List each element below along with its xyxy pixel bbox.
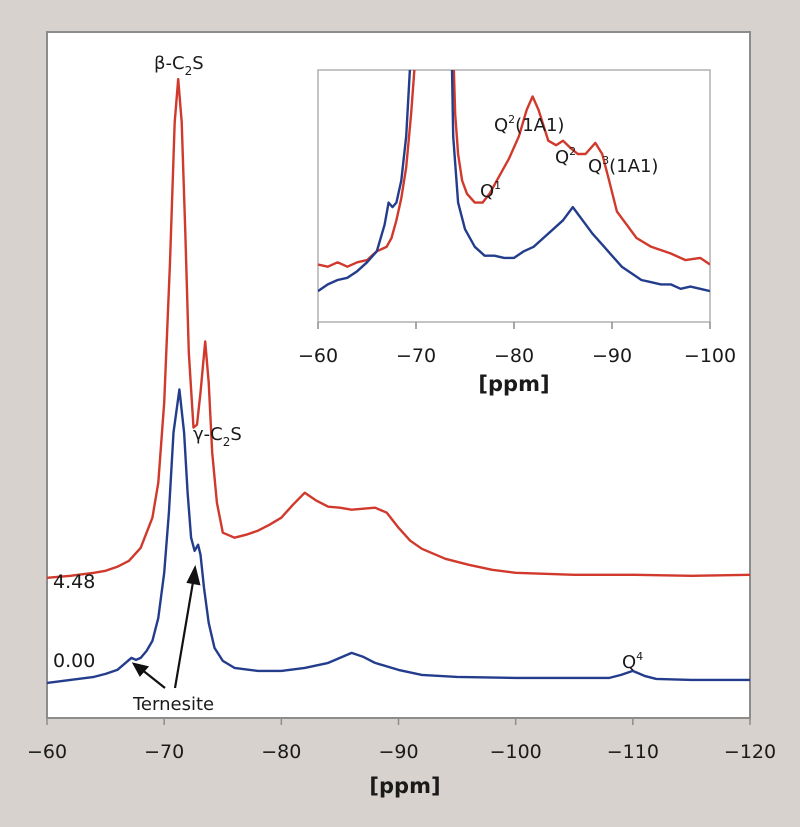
main-x-tick-label: −100 [490, 741, 542, 763]
arrowhead-right [186, 564, 201, 586]
main-x-tick-label: −80 [261, 741, 301, 763]
inset-plot-area [317, 69, 711, 323]
main-series-group [47, 77, 750, 685]
arrow-line-right [173, 581, 195, 689]
inset-x-tick-label: −80 [494, 345, 534, 367]
main-x-axis: −60 −70 −80 −90 −100 −110 −120 [27, 718, 776, 763]
main-x-tick-label: −120 [724, 741, 776, 763]
annotation-q2-1a1-sup: 2 [508, 113, 515, 126]
annotation-gamma-c2s-sub: 2 [223, 435, 231, 449]
main-x-tick-label: −60 [27, 741, 67, 763]
inset-x-axis-title: [ppm] [478, 372, 549, 396]
inset-x-tick-label: −100 [684, 345, 736, 367]
annotation-q3-1a1-text: Q [588, 156, 602, 177]
annotation-gamma-c2s: γ-C2S [193, 424, 242, 449]
annotation-q2-1a1: Q2(1A1) [494, 113, 564, 136]
main-series-4-48 [47, 77, 750, 579]
annotation-q2-1a1-text: Q [494, 115, 508, 136]
inset-series-0-00 [318, 70, 710, 293]
arrow-line-left [140, 668, 166, 689]
ternesite-arrows [131, 564, 201, 689]
annotation-q3-1a1-tail: (1A1) [609, 156, 658, 177]
annotation-q2: Q2 [555, 145, 576, 168]
annotation-q4-sup: 4 [636, 650, 643, 663]
main-series-0-00 [47, 388, 750, 685]
inset-x-tick-label: −70 [396, 345, 436, 367]
annotation-q1-sup: 1 [494, 179, 501, 192]
inset-x-tick-label: −90 [592, 345, 632, 367]
annotation-q2-text: Q [555, 147, 569, 168]
main-x-tick-label: −110 [607, 741, 659, 763]
annotation-gamma-c2s-text: γ-C [193, 424, 223, 445]
annotation-q2-sup: 2 [569, 145, 576, 158]
annotation-q1-text: Q [480, 181, 494, 202]
annotation-beta-c2s-sub: 2 [185, 64, 193, 78]
annotation-q3-1a1-sup: 3 [602, 154, 609, 167]
annotation-q4: Q4 [622, 650, 643, 673]
annotation-beta-c2s-text: β-C [154, 53, 185, 74]
annotation-q2-1a1-tail: (1A1) [515, 115, 564, 136]
series-label-0-00: 0.00 [53, 650, 95, 672]
inset-x-axis: −60 −70 −80 −90 −100 [298, 322, 736, 367]
main-x-tick-label: −90 [378, 741, 418, 763]
series-label-4-48: 4.48 [53, 571, 95, 593]
main-x-axis-title: [ppm] [369, 774, 440, 798]
inset-x-tick-label: −60 [298, 345, 338, 367]
annotation-beta-c2s-tail: S [192, 53, 203, 74]
annotation-q1: Q1 [480, 179, 501, 202]
arrowhead-left [131, 662, 150, 677]
inset-series-group [318, 70, 710, 293]
annotation-gamma-c2s-tail: S [230, 424, 241, 445]
inset-series-4-48 [318, 70, 710, 268]
main-x-tick-label: −70 [144, 741, 184, 763]
annotation-q4-text: Q [622, 652, 636, 673]
annotation-beta-c2s: β-C2S [154, 53, 204, 78]
annotation-q3-1a1: Q3(1A1) [588, 154, 658, 177]
annotation-ternesite: Ternesite [132, 694, 214, 715]
